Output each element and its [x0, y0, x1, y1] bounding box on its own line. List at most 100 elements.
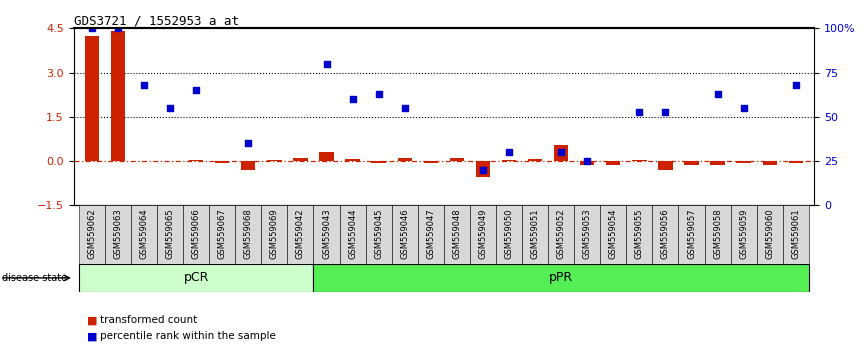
Bar	[600, 205, 626, 264]
Text: percentile rank within the sample: percentile rank within the sample	[100, 331, 275, 341]
Bar	[313, 264, 809, 292]
Text: GSM559054: GSM559054	[609, 208, 617, 259]
Bar	[652, 205, 678, 264]
Bar	[79, 264, 313, 292]
Text: GSM559066: GSM559066	[191, 208, 201, 259]
Bar	[210, 205, 236, 264]
Point	[476, 167, 490, 173]
Bar	[241, 161, 255, 170]
Text: GSM559063: GSM559063	[113, 208, 122, 259]
Text: GSM559042: GSM559042	[296, 208, 305, 259]
Bar	[632, 160, 647, 161]
Bar	[262, 205, 288, 264]
Text: GSM559053: GSM559053	[583, 208, 591, 259]
Bar	[346, 159, 359, 161]
Bar	[496, 205, 522, 264]
Bar	[189, 160, 204, 161]
Text: GDS3721 / 1552953_a_at: GDS3721 / 1552953_a_at	[74, 14, 239, 27]
Bar	[757, 205, 783, 264]
Bar	[736, 161, 751, 162]
Bar	[684, 161, 699, 166]
Text: GSM559058: GSM559058	[713, 208, 722, 259]
Bar	[501, 160, 516, 161]
Bar	[423, 161, 438, 162]
Bar	[79, 205, 105, 264]
Text: transformed count: transformed count	[100, 315, 197, 325]
Text: GSM559060: GSM559060	[766, 208, 774, 259]
Bar	[372, 161, 386, 164]
Bar	[339, 205, 365, 264]
Text: disease state: disease state	[2, 273, 67, 283]
Bar	[268, 160, 281, 161]
Point	[320, 61, 333, 67]
Bar	[763, 161, 777, 165]
Bar	[391, 205, 417, 264]
Text: GSM559043: GSM559043	[322, 208, 331, 259]
Point	[346, 96, 359, 102]
Bar	[789, 161, 803, 164]
Bar	[365, 205, 391, 264]
Point	[163, 105, 177, 111]
Bar	[554, 145, 568, 161]
Bar	[783, 205, 809, 264]
Point	[554, 149, 568, 155]
Text: pPR: pPR	[549, 272, 573, 284]
Bar	[522, 205, 548, 264]
Text: pCR: pCR	[184, 272, 209, 284]
Bar	[183, 205, 210, 264]
Text: ■: ■	[87, 331, 97, 341]
Bar	[131, 205, 157, 264]
Bar	[105, 205, 131, 264]
Bar	[157, 205, 183, 264]
Text: GSM559046: GSM559046	[400, 208, 410, 259]
Bar	[626, 205, 652, 264]
Point	[580, 158, 594, 164]
Text: ■: ■	[87, 315, 97, 325]
Text: GSM559050: GSM559050	[505, 208, 514, 259]
Text: GSM559062: GSM559062	[87, 208, 96, 259]
Point	[372, 91, 385, 97]
Text: GSM559052: GSM559052	[557, 208, 565, 259]
Text: GSM559065: GSM559065	[165, 208, 175, 259]
Text: GSM559069: GSM559069	[270, 208, 279, 259]
Bar	[215, 161, 229, 162]
Point	[85, 25, 99, 31]
Point	[658, 109, 672, 114]
Text: GSM559068: GSM559068	[244, 208, 253, 259]
Point	[189, 87, 203, 93]
Text: GSM559051: GSM559051	[531, 208, 540, 259]
Bar	[417, 205, 443, 264]
Point	[242, 141, 255, 146]
Text: GSM559059: GSM559059	[740, 208, 748, 259]
Bar	[320, 152, 333, 161]
Point	[711, 91, 725, 97]
Text: GSM559057: GSM559057	[687, 208, 696, 259]
Point	[632, 109, 646, 114]
Bar	[111, 31, 125, 161]
Text: GSM559055: GSM559055	[635, 208, 643, 259]
Bar	[678, 205, 705, 264]
Bar	[294, 158, 307, 161]
Bar	[397, 158, 412, 161]
Bar	[443, 205, 470, 264]
Bar	[470, 205, 496, 264]
Bar	[85, 36, 99, 161]
Text: GSM559064: GSM559064	[139, 208, 148, 259]
Text: GSM559067: GSM559067	[217, 208, 227, 259]
Point	[789, 82, 803, 88]
Bar	[288, 205, 313, 264]
Point	[397, 105, 411, 111]
Bar	[528, 159, 542, 161]
Bar	[313, 205, 339, 264]
Bar	[731, 205, 757, 264]
Point	[111, 25, 125, 31]
Point	[737, 105, 751, 111]
Bar	[705, 205, 731, 264]
Bar	[580, 161, 594, 166]
Text: GSM559045: GSM559045	[374, 208, 383, 259]
Text: GSM559056: GSM559056	[661, 208, 670, 259]
Bar	[606, 161, 620, 166]
Bar	[449, 158, 464, 161]
Bar	[574, 205, 600, 264]
Text: GSM559044: GSM559044	[348, 208, 357, 259]
